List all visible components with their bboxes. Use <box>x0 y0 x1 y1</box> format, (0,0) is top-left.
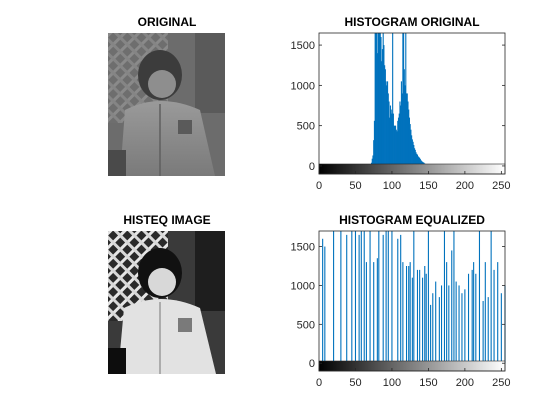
x-tick-label: 200 <box>456 180 474 192</box>
hist-original-plot: 0 500 1000 1500 0 50 100 150 200 250 <box>291 32 511 192</box>
axes-box <box>318 230 506 372</box>
y-tick-label: 500 <box>297 121 315 133</box>
x-tick-label: 0 <box>316 180 322 192</box>
y-tick-label: 0 <box>309 161 315 173</box>
axes-box <box>318 32 506 175</box>
hist-original-title: HISTOGRAM ORIGINAL <box>344 15 479 29</box>
grayscale-colorbar <box>318 360 506 372</box>
x-tick-label: 150 <box>419 180 437 192</box>
hist-equalized-title: HISTOGRAM EQUALIZED <box>339 213 485 227</box>
y-tick-label: 0 <box>309 358 315 370</box>
x-tick-label: 50 <box>349 377 361 389</box>
original-title: ORIGINAL <box>138 15 197 29</box>
histeq-image <box>108 231 225 374</box>
hist-equalized-plot: 0 500 1000 1500 0 50 100 150 200 250 <box>291 230 511 389</box>
x-tick-label: 250 <box>492 180 510 192</box>
original-image <box>108 33 225 176</box>
y-tick-label: 1000 <box>291 280 315 292</box>
x-tick-label: 100 <box>383 180 401 192</box>
x-tick-label: 100 <box>383 377 401 389</box>
grayscale-colorbar <box>318 163 506 175</box>
y-tick-label: 1000 <box>291 80 315 92</box>
histeq-image-title: HISTEQ IMAGE <box>123 213 210 227</box>
y-tick-label: 1500 <box>291 40 315 52</box>
x-tick-label: 0 <box>316 377 322 389</box>
x-tick-label: 250 <box>492 377 510 389</box>
x-tick-label: 200 <box>456 377 474 389</box>
y-tick-label: 500 <box>297 319 315 331</box>
x-tick-label: 150 <box>419 377 437 389</box>
y-tick-label: 1500 <box>291 242 315 254</box>
x-tick-label: 50 <box>349 180 361 192</box>
